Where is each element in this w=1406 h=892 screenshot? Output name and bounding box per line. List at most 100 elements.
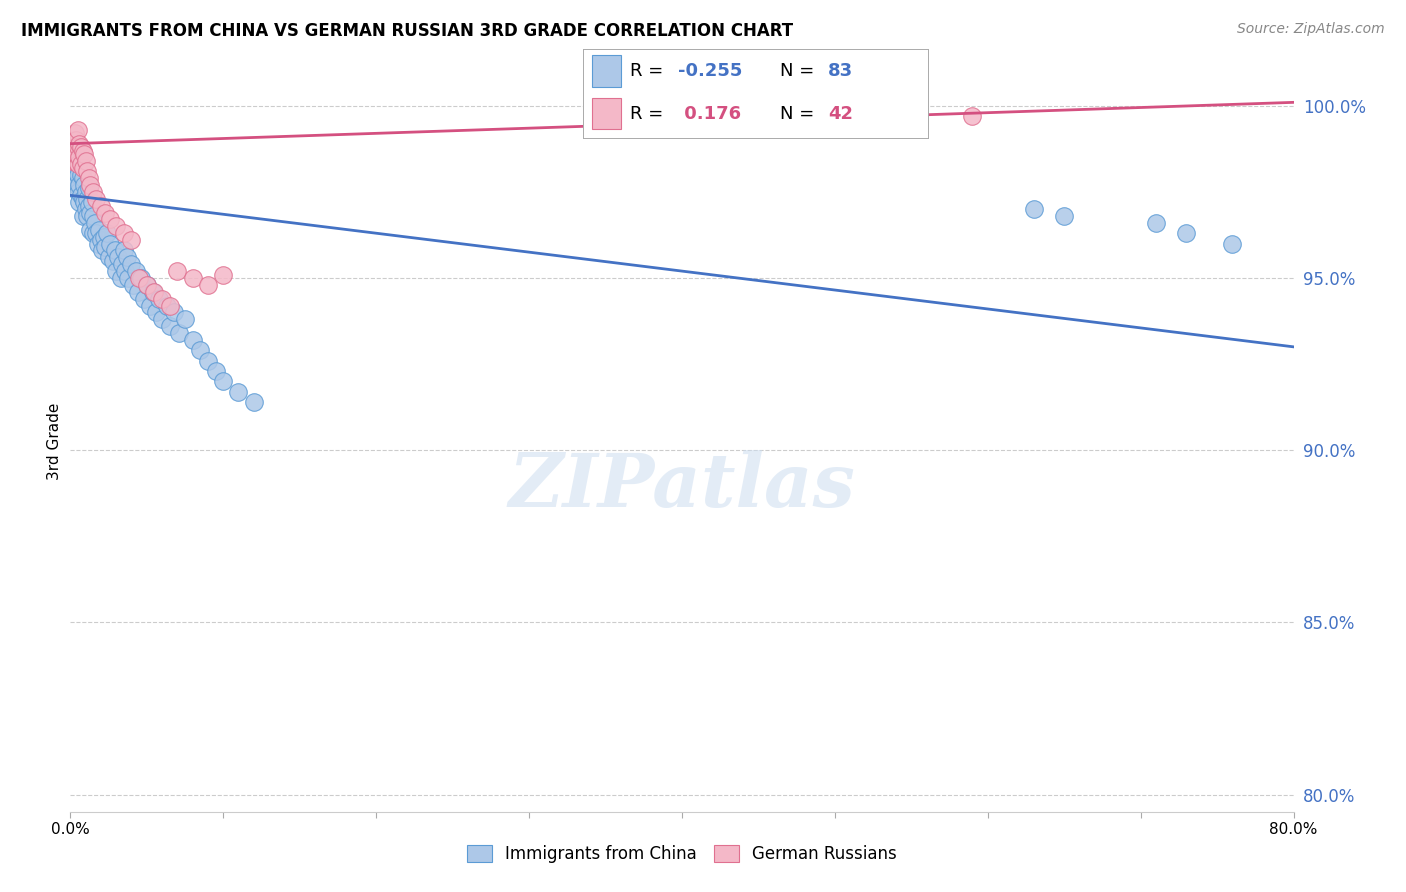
Point — [156, 299, 179, 313]
Point — [60, 140, 83, 154]
Point — [98, 236, 121, 251]
Point — [66, 168, 89, 182]
Point — [197, 353, 219, 368]
Point — [1053, 209, 1076, 223]
Point — [65, 178, 87, 192]
Text: N =: N = — [780, 104, 820, 123]
Point — [69, 178, 91, 192]
Point — [79, 223, 101, 237]
Point — [150, 292, 173, 306]
Point — [62, 147, 84, 161]
Point — [62, 175, 84, 189]
Point — [66, 123, 89, 137]
Point — [65, 164, 87, 178]
Point — [83, 216, 105, 230]
Point — [166, 264, 188, 278]
Point — [112, 226, 135, 240]
Point — [66, 157, 89, 171]
Point — [117, 271, 139, 285]
Point — [101, 253, 124, 268]
Point — [135, 277, 157, 292]
Point — [63, 157, 86, 171]
Point — [72, 171, 94, 186]
Legend: Immigrants from China, German Russians: Immigrants from China, German Russians — [460, 838, 904, 870]
Point — [77, 181, 100, 195]
Point — [900, 105, 922, 120]
Point — [167, 326, 190, 340]
Point — [70, 188, 93, 202]
Text: -0.255: -0.255 — [678, 62, 742, 80]
Text: 42: 42 — [828, 104, 853, 123]
Point — [93, 229, 115, 244]
Text: IMMIGRANTS FROM CHINA VS GERMAN RUSSIAN 3RD GRADE CORRELATION CHART: IMMIGRANTS FROM CHINA VS GERMAN RUSSIAN … — [21, 22, 793, 40]
Point — [63, 171, 86, 186]
Point — [63, 140, 86, 154]
Point — [76, 209, 98, 223]
Point — [150, 312, 173, 326]
Point — [163, 305, 186, 319]
Point — [105, 219, 128, 234]
Point — [77, 199, 100, 213]
Point — [72, 209, 94, 223]
Point — [181, 333, 204, 347]
Point — [1022, 202, 1045, 216]
Text: R =: R = — [630, 104, 669, 123]
Point — [112, 244, 135, 258]
Point — [90, 233, 112, 247]
Point — [129, 271, 152, 285]
Point — [121, 233, 143, 247]
Point — [962, 109, 984, 123]
Point — [135, 277, 157, 292]
Point — [62, 151, 84, 165]
Point — [75, 202, 97, 216]
Point — [90, 199, 112, 213]
Point — [79, 178, 101, 192]
Point — [77, 171, 100, 186]
Y-axis label: 3rd Grade: 3rd Grade — [46, 403, 62, 480]
Text: 83: 83 — [828, 62, 853, 80]
Point — [110, 271, 132, 285]
Point — [66, 185, 89, 199]
Text: 0.176: 0.176 — [678, 104, 741, 123]
Point — [87, 236, 110, 251]
Point — [63, 126, 86, 140]
Point — [1220, 236, 1243, 251]
Point — [132, 292, 155, 306]
Point — [243, 395, 266, 409]
Point — [148, 292, 170, 306]
Point — [159, 299, 181, 313]
Point — [79, 205, 101, 219]
Point — [84, 192, 107, 206]
Bar — [592, 55, 621, 87]
Point — [63, 140, 86, 154]
Point — [111, 257, 134, 271]
Point — [97, 250, 120, 264]
Point — [66, 147, 89, 161]
Point — [60, 161, 83, 175]
Text: ZIPatlas: ZIPatlas — [509, 450, 855, 522]
Point — [107, 250, 129, 264]
Point — [76, 164, 98, 178]
Point — [65, 153, 87, 168]
Point — [115, 250, 138, 264]
Text: R =: R = — [630, 62, 669, 80]
Point — [76, 192, 98, 206]
Point — [69, 195, 91, 210]
Point — [212, 374, 235, 388]
Point — [174, 312, 197, 326]
Point — [80, 195, 103, 210]
Point — [94, 240, 117, 254]
Point — [63, 153, 86, 168]
Bar — [592, 98, 621, 129]
Point — [89, 223, 111, 237]
Point — [121, 257, 143, 271]
Point — [82, 209, 104, 223]
Point — [204, 364, 226, 378]
Point — [72, 144, 94, 158]
Point — [60, 153, 83, 168]
Point — [105, 264, 128, 278]
Point — [75, 185, 97, 199]
Point — [94, 205, 117, 219]
Point — [159, 319, 181, 334]
Point — [127, 285, 149, 299]
